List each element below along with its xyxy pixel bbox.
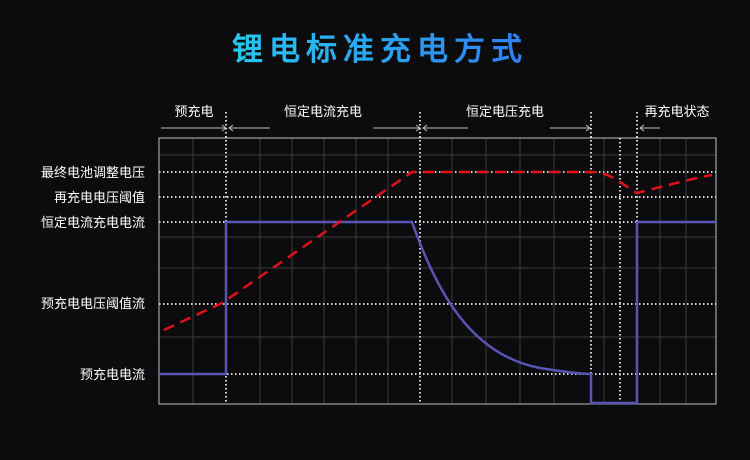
phase-boundaries <box>225 112 638 404</box>
phase-label-recharge: 再充电状态 <box>644 104 709 120</box>
phase-header: 预充电 恒定电流充电 恒定电压充电 再充电状态 <box>174 104 709 120</box>
label-cc-current: 恒定电流充电电流 <box>41 215 145 231</box>
phase-span-arrows <box>161 124 660 132</box>
label-final-voltage: 最终电池调整电压 <box>41 165 145 181</box>
grid <box>159 138 716 404</box>
label-precharge-current: 预充电电流 <box>80 367 145 383</box>
arrowhead <box>639 124 645 132</box>
label-recharge-threshold: 再充电电压阈值 <box>54 190 145 206</box>
phase-label-precharge: 预充电 <box>174 104 213 120</box>
reference-lines <box>159 171 716 375</box>
arrowhead <box>228 124 234 132</box>
plot-frame <box>158 137 717 405</box>
diagram-title: 锂电标准充电方式 <box>232 32 528 68</box>
y-axis-labels: 最终电池调整电压 再充电电压阈值 恒定电流充电电流 预充电电压阈值流 预充电电流 <box>41 165 145 383</box>
voltage-curve <box>163 170 713 332</box>
phase-label-constant-current: 恒定电流充电 <box>284 104 362 120</box>
current-curve <box>159 220 716 405</box>
label-precharge-threshold: 预充电电压阈值流 <box>41 296 145 312</box>
arrowhead <box>422 124 428 132</box>
phase-label-constant-voltage: 恒定电压充电 <box>466 104 544 120</box>
